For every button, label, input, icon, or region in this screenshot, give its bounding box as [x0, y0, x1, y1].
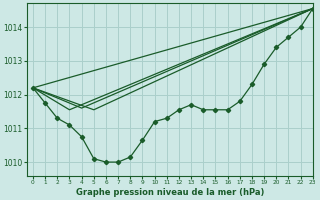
X-axis label: Graphe pression niveau de la mer (hPa): Graphe pression niveau de la mer (hPa): [76, 188, 264, 197]
